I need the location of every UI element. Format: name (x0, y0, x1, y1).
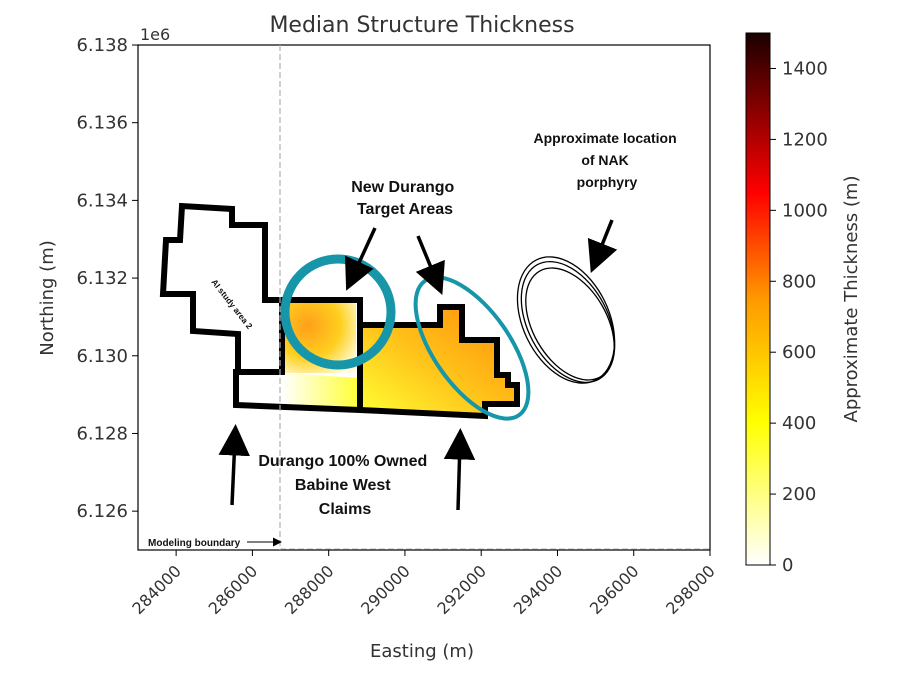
colorbar-tick-label: 800 (782, 271, 816, 292)
colorbar-tick-label: 0 (782, 555, 793, 576)
heat-region-strip (282, 373, 360, 410)
y-axis-ticks: 6.126 6.128 6.130 6.132 6.134 6.136 6.138 (76, 35, 138, 522)
y-tick-label: 6.138 (76, 35, 128, 56)
colorbar-tick-label: 1200 (782, 129, 828, 150)
x-tick-label: 286000 (205, 561, 262, 618)
study-area-outline (159, 202, 282, 372)
modeling-boundary-label: Modeling boundary (148, 538, 241, 549)
colorbar-tick-label: 600 (782, 342, 816, 363)
y-offset-label: 1e6 (140, 25, 170, 44)
new-durango-line-1: New Durango (351, 179, 454, 196)
y-tick-label: 6.136 (76, 113, 128, 134)
annotation-arrows (218, 219, 618, 511)
nak-label: Approximate location of NAK porphyry (533, 130, 680, 190)
colorbar-ticks: 0 200 400 600 800 1000 1200 1400 (770, 58, 828, 576)
heat-region-right (360, 307, 517, 414)
colorbar (745, 32, 771, 566)
new-durango-label: New Durango Target Areas (351, 179, 459, 218)
colorbar-tick-label: 1000 (782, 200, 828, 221)
y-tick-label: 6.130 (76, 346, 128, 367)
owned-line-1: Durango 100% Owned (258, 453, 427, 470)
y-tick-label: 6.126 (76, 501, 128, 522)
y-tick-label: 6.134 (76, 190, 128, 211)
colorbar-label: Approximate Thickness (m) (841, 176, 862, 423)
x-tick-label: 290000 (357, 561, 414, 618)
nak-porphyry-outline (516, 256, 616, 384)
arrow-owned-right (443, 428, 476, 511)
owned-claims-label: Durango 100% Owned Babine West Claims (258, 453, 431, 518)
owned-line-2: Babine West (295, 477, 391, 494)
nak-line-1: Approximate location (533, 130, 676, 146)
arrow-owned-left (218, 424, 250, 506)
y-tick-label: 6.132 (76, 268, 128, 289)
target-circle (280, 254, 396, 370)
nak-line-2: of NAK (581, 152, 628, 168)
x-tick-label: 296000 (586, 561, 643, 618)
x-tick-label: 292000 (433, 561, 490, 618)
arrow-target-circle (345, 227, 377, 291)
x-axis-label: Easting (m) (370, 641, 474, 662)
nak-ellipse-1 (520, 260, 616, 384)
y-axis-label: Northing (m) (37, 240, 58, 355)
new-durango-line-2: Target Areas (357, 201, 453, 218)
x-tick-label: 294000 (510, 561, 567, 618)
colorbar-tick-label: 400 (782, 413, 816, 434)
nak-line-3: porphyry (577, 174, 638, 190)
chart-title: Median Structure Thickness (269, 13, 574, 38)
owned-line-3: Claims (319, 501, 372, 518)
arrow-target-ellipse (415, 235, 445, 295)
x-tick-label: 284000 (128, 561, 185, 618)
nak-ellipse-3 (516, 256, 616, 384)
arrow-nak (587, 219, 618, 273)
x-tick-label: 288000 (281, 561, 338, 618)
colorbar-tick-label: 1400 (782, 58, 828, 79)
x-tick-label: 298000 (662, 561, 719, 618)
x-axis-ticks: 284000 286000 288000 290000 292000 294000 2960… (128, 550, 719, 618)
y-tick-label: 6.128 (76, 423, 128, 444)
colorbar-tick-label: 200 (782, 484, 816, 505)
